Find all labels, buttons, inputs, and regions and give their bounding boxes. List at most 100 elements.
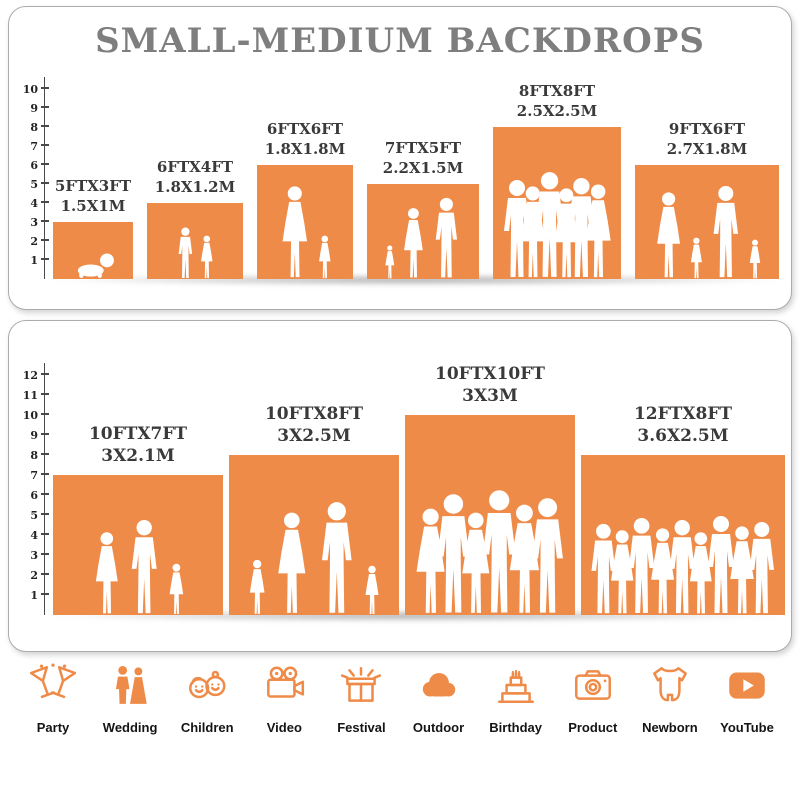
axis-tick: 4 [30, 197, 38, 210]
chart-top: 1 2 3 4 5 6 7 8 9 10 5FTX3FT 1.5X1M 6FTX4FT 1.8X1.2M… [21, 77, 783, 286]
backdrop: 12FTX8FT 3.6X2.5M [581, 403, 785, 615]
category-label: Festival [337, 720, 386, 735]
backdrop: 10FTX10FT 3X3M [405, 363, 575, 615]
person-silhouette-woman [509, 504, 539, 613]
axis-tick-mark [40, 433, 49, 435]
backdrop-size-label: 7FTX5FT 2.2X1.5M [382, 139, 464, 177]
person-silhouette-woman [657, 192, 681, 278]
person-silhouette-girl [200, 235, 213, 279]
axis-tick-mark [40, 393, 49, 395]
person-silhouette-man [504, 180, 531, 277]
category-outdoor: Outdoor [402, 662, 476, 735]
category-newborn: Newborn [633, 662, 707, 735]
bars-top: 5FTX3FT 1.5X1M 6FTX4FT 1.8X1.2M 6FTX6FT 1.8X1… [53, 82, 783, 279]
backdrop-size-label: 5FTX3FT 1.5X1M [54, 177, 132, 215]
person-silhouette-man [532, 498, 563, 613]
axis-tick-mark [40, 144, 49, 146]
person-silhouette-girl [749, 239, 760, 279]
person-silhouette-woman [95, 532, 118, 614]
category-children: Children [170, 662, 244, 735]
axis-tick: 10 [22, 409, 38, 422]
person-silhouette-woman [690, 532, 713, 614]
backdrop: 10FTX8FT 3X2.5M [229, 403, 399, 615]
category-label: Video [266, 720, 302, 735]
category-birthday: Birthday [479, 662, 553, 735]
chart-bottom: 1 2 3 4 5 6 7 8 9 10 11 12 10FTX7FT 3X2.1M 10FTX8FT 3X… [21, 363, 785, 622]
axis-tick: 10 [22, 83, 38, 96]
axis-tick: 1 [30, 589, 38, 602]
person-silhouette-man [568, 178, 595, 277]
birthday-icon [497, 669, 534, 703]
category-label: Birthday [489, 720, 543, 735]
backdrop-size-label: 6FTX4FT 1.8X1.2M [154, 158, 236, 196]
category-row: Party Wedding Chi [16, 662, 784, 735]
person-silhouette-man [629, 517, 655, 614]
axis-tick: 3 [30, 216, 38, 229]
outdoor-icon [422, 672, 455, 697]
axis-tick: 5 [30, 178, 38, 191]
axis-bottom: 1 2 3 4 5 6 7 8 9 10 11 12 [21, 363, 49, 615]
backdrop-bar [367, 184, 479, 279]
axis-tick: 8 [30, 449, 38, 462]
children-icon [189, 670, 226, 699]
axis-tick: 7 [30, 140, 38, 153]
category-label: YouTube [720, 720, 774, 735]
person-silhouette-man [749, 521, 775, 614]
backdrop: 6FTX4FT 1.8X1.2M [147, 158, 243, 279]
person-silhouette-woman [462, 512, 490, 613]
person-silhouette-woman [610, 530, 634, 614]
party-icon [30, 663, 76, 699]
person-silhouette-man [669, 519, 695, 614]
backdrop: 7FTX5FT 2.2X1.5M [367, 139, 479, 279]
category-product: Product [556, 662, 630, 735]
backdrop-size-label: 9FTX6FT 2.7X1.8M [666, 120, 748, 158]
axis-tick-mark [40, 553, 49, 555]
category-wedding: Wedding [93, 662, 167, 735]
axis-tick-mark [40, 453, 49, 455]
panel-large: 1 2 3 4 5 6 7 8 9 10 11 12 10FTX7FT 3X2.1M 10FTX8FT 3X… [8, 320, 792, 652]
axis-tick: 9 [30, 102, 38, 115]
person-silhouette-man [483, 490, 516, 613]
person-silhouette-man [435, 197, 457, 278]
backdrop-bar [635, 165, 779, 279]
category-label: Product [568, 720, 618, 735]
person-silhouette-girl [169, 563, 183, 614]
person-silhouette-man [708, 516, 735, 613]
person-silhouette-boy [178, 227, 192, 278]
axis-tick-mark [40, 201, 49, 203]
axis-tick-mark [40, 473, 49, 475]
category-label: Party [36, 720, 70, 735]
axis-tick-mark [40, 106, 49, 108]
axis-tick-mark [40, 413, 49, 415]
person-silhouette-man [131, 519, 157, 614]
axis-tick: 11 [22, 389, 38, 402]
bars-bottom: 10FTX7FT 3X2.1M 10FTX8FT 3X2.5M 10FTX10FT 3X3… [53, 363, 785, 615]
backdrop-bar [405, 415, 575, 615]
category-label: Newborn [642, 720, 698, 735]
backdrop: 9FTX6FT 2.7X1.8M [635, 120, 779, 279]
person-silhouette-girl [385, 245, 395, 279]
product-icon [574, 670, 611, 700]
axis-tick-mark [40, 493, 49, 495]
category-festival: Festival [324, 662, 398, 735]
category-label: Wedding [102, 720, 158, 735]
person-silhouette-man [713, 185, 739, 278]
category-youtube: YouTube [710, 662, 784, 735]
backdrop-bar [53, 475, 223, 615]
backdrop-size-label: 12FTX8FT 3.6X2.5M [633, 403, 733, 446]
backdrop-bar [581, 455, 785, 615]
axis-tick: 9 [30, 429, 38, 442]
axis-tick: 6 [30, 159, 38, 172]
axis-top: 1 2 3 4 5 6 7 8 9 10 [21, 77, 49, 279]
person-silhouette-woman [277, 512, 305, 613]
backdrop-size-label: 10FTX10FT 3X3M [435, 363, 545, 406]
axis-tick-mark [40, 258, 49, 260]
category-label: Children [180, 720, 234, 735]
person-silhouette-woman [585, 184, 611, 278]
axis-tick: 3 [30, 549, 38, 562]
axis-tick-mark [40, 593, 49, 595]
person-silhouette-baby [77, 253, 114, 278]
person-silhouette-girl [365, 565, 379, 614]
backdrop-bar [493, 127, 621, 279]
backdrop-size-label: 8FTX8FT 2.5X2.5M [516, 82, 598, 120]
